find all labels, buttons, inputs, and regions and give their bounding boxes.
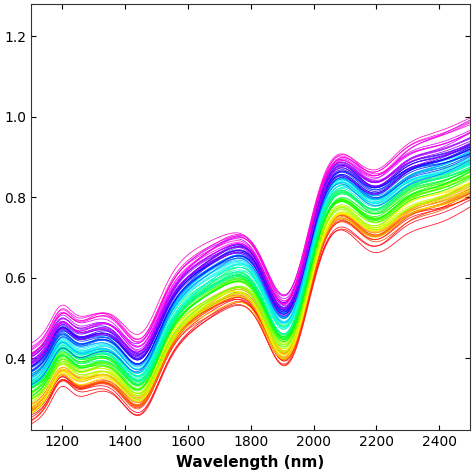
X-axis label: Wavelength (nm): Wavelength (nm)	[176, 455, 325, 470]
